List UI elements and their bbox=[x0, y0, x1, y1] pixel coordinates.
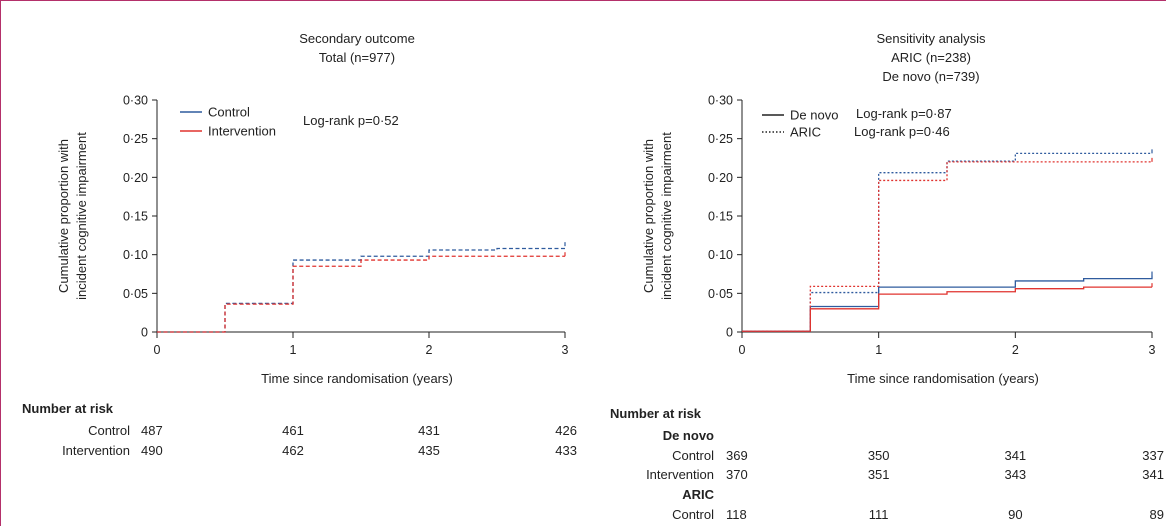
y-tick-label: 0 bbox=[141, 326, 148, 340]
x-axis-label: Time since randomisation (years) bbox=[261, 371, 453, 386]
chart-panel-2: Sensitivity analysis ARIC (n=238) De novo … bbox=[610, 31, 1164, 522]
y-axis-label: Cumulative proportion with bbox=[56, 139, 71, 293]
log-rank-annotation: Log-rank p=0·52 bbox=[303, 113, 399, 128]
y-tick-label: 0·20 bbox=[123, 171, 148, 185]
risk-value: 343 bbox=[1004, 467, 1026, 482]
log-rank-annotation: Log-rank p=0·87 bbox=[856, 106, 952, 121]
risk-value: 433 bbox=[555, 443, 577, 458]
risk-value: 435 bbox=[418, 443, 440, 458]
legend-label: De novo bbox=[790, 108, 838, 123]
risk-value: 370 bbox=[726, 467, 748, 482]
y-tick-label: 0·25 bbox=[708, 132, 733, 146]
chart-panel-1: Secondary outcome Total (n=977) 0 0·05 0·10 0… bbox=[22, 31, 577, 458]
y-tick-label: 0·05 bbox=[708, 287, 733, 301]
x-tick-label: 3 bbox=[1149, 343, 1156, 357]
km-curve-aric-intervention bbox=[742, 161, 1152, 332]
x-tick-label: 2 bbox=[1012, 343, 1019, 357]
risk-value: 351 bbox=[868, 467, 890, 482]
risk-group-label: ARIC bbox=[682, 487, 714, 502]
risk-value: 462 bbox=[282, 443, 304, 458]
y-tick-label: 0·10 bbox=[123, 248, 148, 262]
y-tick-label: 0·15 bbox=[708, 210, 733, 224]
x-axis-label: Time since randomisation (years) bbox=[847, 371, 1039, 386]
risk-row-label: Intervention bbox=[646, 467, 714, 482]
chart-title: ARIC (n=238) bbox=[891, 50, 971, 65]
risk-value: 350 bbox=[868, 448, 890, 463]
risk-value: 337 bbox=[1142, 448, 1164, 463]
x-tick-label: 1 bbox=[290, 343, 297, 357]
legend-label: ARIC bbox=[790, 125, 821, 140]
x-tick-label: 2 bbox=[426, 343, 433, 357]
chart-title: Total (n=977) bbox=[319, 50, 395, 65]
legend-label: Control bbox=[208, 105, 250, 120]
y-tick-label: 0·20 bbox=[708, 171, 733, 185]
chart-title: Sensitivity analysis bbox=[876, 31, 986, 46]
x-tick-label: 0 bbox=[739, 343, 746, 357]
log-rank-annotation: Log-rank p=0·46 bbox=[854, 124, 950, 139]
risk-group-label: De novo bbox=[663, 428, 714, 443]
y-axis-label: Cumulative proportion with bbox=[641, 139, 656, 293]
y-tick-label: 0·30 bbox=[123, 94, 148, 108]
y-axis-label: incident cognitive impairment bbox=[74, 132, 89, 300]
risk-table-heading: Number at risk bbox=[610, 406, 702, 421]
risk-value: 490 bbox=[141, 443, 163, 458]
km-curve-aric-control bbox=[742, 152, 1152, 332]
risk-row-label: Control bbox=[672, 507, 714, 522]
x-tick-label: 1 bbox=[875, 343, 882, 357]
x-tick-label: 3 bbox=[562, 343, 569, 357]
y-tick-label: 0·30 bbox=[708, 94, 733, 108]
km-curve-de-novo-control bbox=[742, 275, 1153, 332]
risk-value: 461 bbox=[282, 423, 304, 438]
risk-row-label: Intervention bbox=[62, 443, 130, 458]
y-tick-label: 0·15 bbox=[123, 210, 148, 224]
risk-value: 341 bbox=[1142, 467, 1164, 482]
risk-value: 431 bbox=[418, 423, 440, 438]
risk-value: 118 bbox=[726, 507, 747, 522]
risk-value: 369 bbox=[726, 448, 748, 463]
risk-value: 90 bbox=[1008, 507, 1022, 522]
chart-title: De novo (n=739) bbox=[882, 69, 979, 84]
km-curve-intervention bbox=[157, 255, 565, 333]
x-tick-label: 0 bbox=[154, 343, 161, 357]
risk-value: 111 bbox=[869, 507, 889, 522]
chart-title: Secondary outcome bbox=[299, 31, 415, 46]
km-curve-de-novo-intervention bbox=[742, 286, 1152, 332]
legend-label: Intervention bbox=[208, 124, 276, 139]
risk-value: 426 bbox=[555, 423, 577, 438]
risk-value: 341 bbox=[1004, 448, 1026, 463]
risk-row-label: Control bbox=[88, 423, 130, 438]
y-tick-label: 0·05 bbox=[123, 287, 148, 301]
y-axis-label: incident cognitive impairment bbox=[659, 132, 674, 300]
risk-table-heading: Number at risk bbox=[22, 401, 114, 416]
y-tick-label: 0 bbox=[726, 326, 733, 340]
km-curve-control bbox=[157, 246, 566, 333]
risk-value: 89 bbox=[1150, 507, 1164, 522]
risk-row-label: Control bbox=[672, 448, 714, 463]
risk-value: 487 bbox=[141, 423, 163, 438]
y-tick-label: 0·10 bbox=[708, 248, 733, 262]
y-tick-label: 0·25 bbox=[123, 132, 148, 146]
